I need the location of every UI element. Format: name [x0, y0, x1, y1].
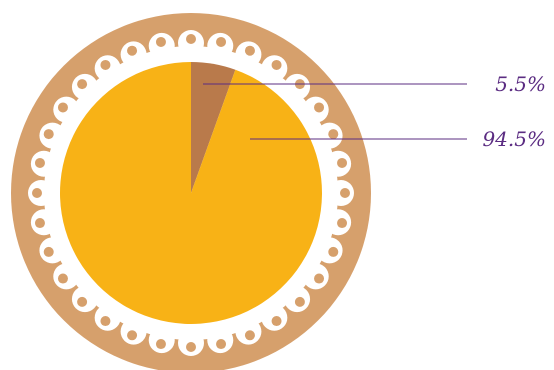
lace-dot — [34, 157, 45, 168]
lace-dot — [271, 59, 282, 70]
lace-dot — [186, 342, 196, 352]
lace-dot — [216, 339, 227, 350]
lace-dot — [244, 45, 255, 56]
lace-dot — [34, 218, 45, 229]
lace-dot — [328, 129, 339, 140]
lace-dot — [100, 316, 111, 327]
lace-dot — [271, 316, 282, 327]
lace-dot — [127, 45, 138, 56]
lace-dot — [57, 102, 68, 113]
lace-dot — [32, 188, 42, 198]
lace-dot — [328, 246, 339, 257]
lace-dot — [57, 273, 68, 284]
lace-dot — [43, 246, 54, 257]
pie-slice-0 — [191, 62, 236, 193]
lace-dot — [314, 102, 325, 113]
lace-dot — [337, 218, 348, 229]
lace-dot — [77, 79, 88, 90]
lace-dots — [32, 34, 350, 352]
lace-dot — [294, 296, 305, 307]
lace-dot — [77, 296, 88, 307]
lace-dot — [340, 188, 350, 198]
leader-lines — [203, 83, 467, 140]
lace-dot — [127, 330, 138, 341]
lace-dot — [314, 273, 325, 284]
lace-dot — [337, 157, 348, 168]
slice-labels: 5.5% 94.5% — [482, 72, 546, 151]
lace-dot — [216, 36, 227, 47]
lace-dot — [186, 34, 196, 44]
lace-dot — [155, 36, 166, 47]
slice-label-0: 5.5% — [495, 72, 546, 96]
slice-label-1: 94.5% — [482, 127, 546, 151]
lace-dot — [43, 129, 54, 140]
pie-slice-1 — [59, 62, 322, 324]
lace-dot — [100, 59, 111, 70]
lace-dot — [155, 339, 166, 350]
pie-slices — [59, 62, 322, 324]
lace-dot — [244, 330, 255, 341]
